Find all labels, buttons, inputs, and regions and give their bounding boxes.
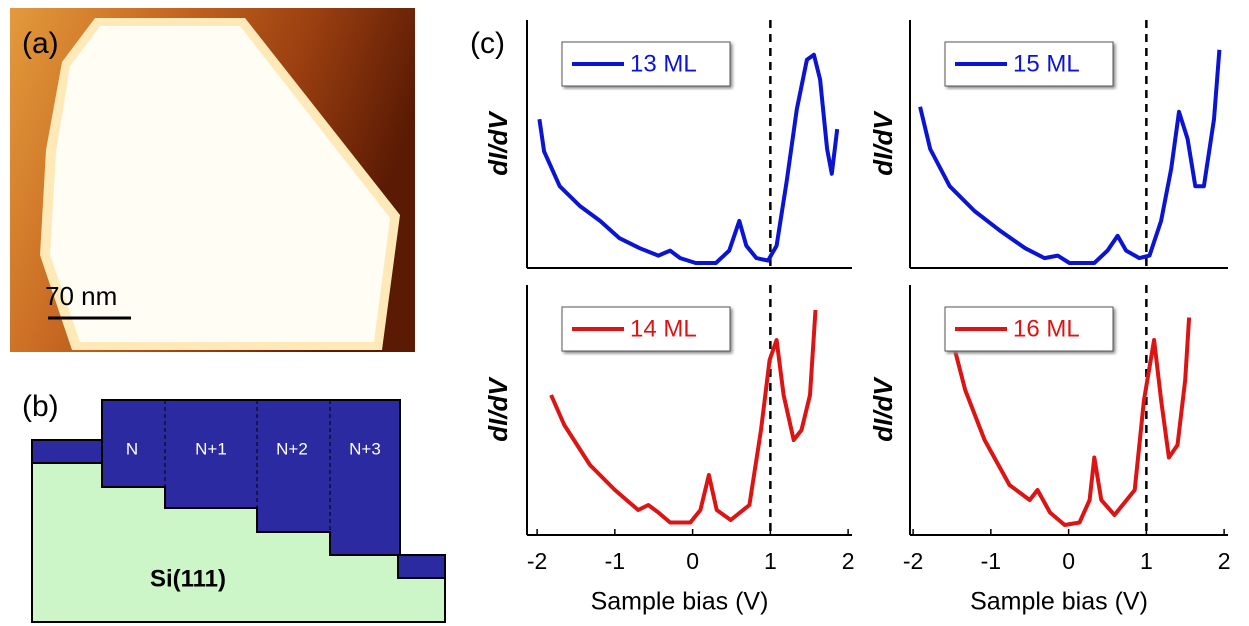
panel-label: (a): [22, 27, 59, 60]
x-tick-label: 0: [1062, 548, 1075, 574]
legend-label: 13 ML: [630, 50, 697, 77]
schematic: [32, 400, 445, 622]
y-axis-label: dI/dV: [483, 376, 513, 442]
x-tick-label: 1: [764, 548, 777, 574]
substrate-label: Si(111): [150, 565, 226, 592]
legend-label: 14 ML: [630, 315, 697, 342]
y-axis-label: dI/dV: [868, 110, 898, 176]
legend-label: 16 ML: [1013, 315, 1080, 342]
x-tick-label: 1: [1140, 548, 1153, 574]
scale-bar-label: 70 nm: [45, 281, 117, 311]
x-tick-label: 0: [686, 548, 699, 574]
x-tick-label: -2: [527, 548, 547, 574]
legend-label: 15 ML: [1013, 50, 1080, 77]
y-axis-label: dI/dV: [868, 376, 898, 442]
x-tick-label: -1: [605, 548, 625, 574]
layer-label: N+3: [349, 439, 381, 458]
layer-label: N: [126, 439, 138, 458]
figure: (a) 70 nm (b) N N+1 N+2 N+3 Si(111) (c) …: [0, 0, 1249, 626]
x-tick-label: 2: [842, 548, 855, 574]
x-tick-label: -2: [903, 548, 923, 574]
layer-label: N+2: [276, 439, 308, 458]
layer-label: N+1: [195, 439, 227, 458]
x-axis-label: Sample bias (V): [970, 588, 1148, 616]
x-axis-label: Sample bias (V): [591, 588, 769, 616]
y-axis-label: dI/dV: [483, 110, 513, 176]
panel-label: (b): [22, 390, 59, 423]
panel-label: (c): [470, 27, 505, 60]
x-tick-label: -1: [981, 548, 1001, 574]
x-tick-label: 2: [1218, 548, 1231, 574]
